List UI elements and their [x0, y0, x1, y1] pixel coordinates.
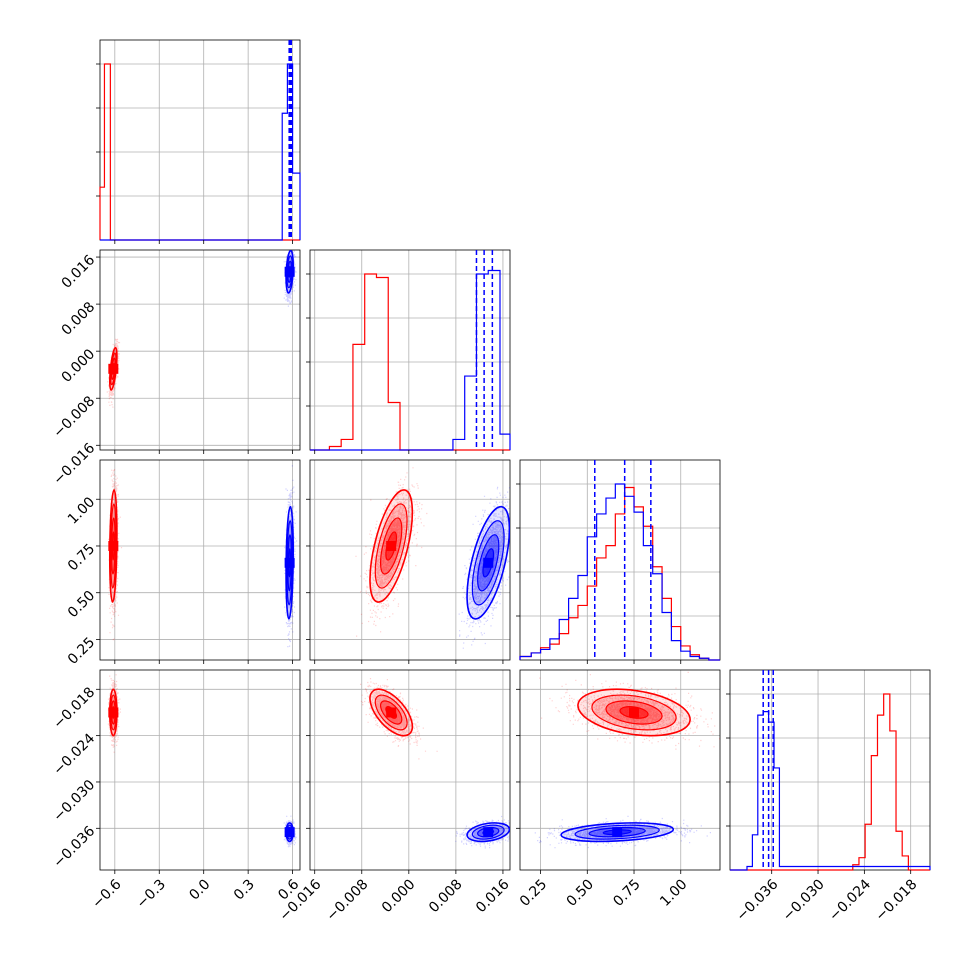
contour-core-1-0-series-0	[108, 363, 119, 374]
y-tick-label-1-0: −0.016	[50, 440, 98, 488]
density-group-3-0-series-0	[107, 674, 121, 753]
density-group-3-0-series-1	[283, 815, 297, 848]
density-group-3-2-series-0	[539, 670, 720, 750]
density-group-2-0-series-0	[108, 469, 123, 641]
y-tick-label-1-3: 0.008	[59, 299, 99, 339]
y-tick-label-3-3: −0.018	[50, 684, 98, 732]
density-group-3-1-series-1	[455, 815, 510, 849]
density-group-3-2-series-1	[534, 815, 711, 849]
panel-frame-0-0	[99, 39, 301, 241]
density-group-1-0-series-0	[106, 338, 121, 408]
panel-frame-3-2	[519, 669, 721, 871]
x-tick-label-3-1: −0.030	[780, 876, 828, 924]
contour-core-3-0-series-0	[108, 707, 119, 718]
x-tick-label-2-2: 0.75	[610, 876, 643, 909]
histogram-2-series-1	[519, 483, 720, 661]
y-tick-label-2-1: 0.50	[65, 588, 98, 621]
x-tick-label-1-4: 0.016	[473, 876, 513, 916]
contour-core-2-0-series-0	[108, 540, 119, 551]
histogram-2-series-0	[519, 486, 720, 661]
x-tick-label-0-1: −0.3	[134, 876, 169, 911]
y-tick-label-3-0: −0.036	[50, 823, 98, 871]
y-tick-label-1-1: −0.008	[50, 393, 98, 441]
density-group-2-1-series-0	[355, 460, 428, 637]
panel-frame-2-2	[519, 459, 721, 661]
x-tick-label-0-0: −0.6	[89, 876, 124, 911]
panel-frame-3-0	[99, 669, 301, 871]
y-tick-label-2-0: 0.25	[65, 634, 98, 667]
panel-frame-1-1	[309, 249, 511, 451]
panel-frame-3-3	[729, 669, 931, 871]
x-tick-label-1-2: 0.000	[379, 876, 419, 916]
x-tick-label-2-1: 0.50	[564, 876, 597, 909]
y-tick-label-3-1: −0.030	[50, 777, 98, 825]
density-group-3-1-series-0	[360, 678, 438, 760]
contour-core-2-1-series-1	[483, 557, 494, 568]
contour-core-3-1-series-0	[386, 707, 397, 718]
x-tick-label-3-3: −0.018	[873, 876, 921, 924]
y-tick-label-1-2: 0.000	[59, 346, 99, 386]
panel-frame-2-0	[99, 459, 301, 661]
x-tick-label-3-0: −0.036	[734, 876, 782, 924]
histogram-0-series-1	[100, 63, 301, 241]
x-tick-label-0-3: 0.3	[231, 876, 258, 903]
contour-core-3-0-series-1	[284, 827, 295, 838]
x-tick-label-2-0: 0.25	[517, 876, 550, 909]
density-group-2-0-series-1	[284, 465, 298, 648]
x-tick-label-0-2: 0.0	[186, 876, 213, 903]
histogram-1-series-1	[310, 269, 511, 451]
contour-core-2-0-series-1	[284, 557, 295, 568]
contour-core-3-2-series-1	[612, 827, 623, 838]
x-tick-label-1-1: −0.008	[324, 876, 372, 924]
panel-frame-3-1	[309, 669, 511, 871]
x-tick-label-3-2: −0.024	[826, 876, 874, 924]
x-tick-label-1-3: 0.008	[426, 876, 466, 916]
contour-core-1-0-series-1	[284, 266, 295, 277]
density-group-2-1-series-1	[458, 486, 510, 649]
x-tick-label-2-3: 1.00	[657, 876, 690, 909]
histogram-3-series-1	[730, 710, 931, 871]
panel-frame-2-1	[309, 459, 511, 661]
contour-core-3-1-series-1	[483, 827, 494, 838]
y-tick-label-1-4: 0.016	[59, 252, 99, 292]
panel-frame-1-0	[99, 249, 301, 451]
y-tick-label-2-3: 1.00	[65, 494, 98, 527]
sample-points-3-1-series-0	[360, 678, 438, 760]
contour-core-3-2-series-0	[629, 707, 640, 718]
histogram-3-series-0	[730, 693, 930, 871]
contour-core-2-1-series-0	[386, 540, 397, 551]
y-tick-label-3-2: −0.024	[50, 731, 98, 779]
y-tick-label-2-2: 0.75	[65, 541, 98, 574]
density-group-1-0-series-1	[283, 250, 297, 307]
